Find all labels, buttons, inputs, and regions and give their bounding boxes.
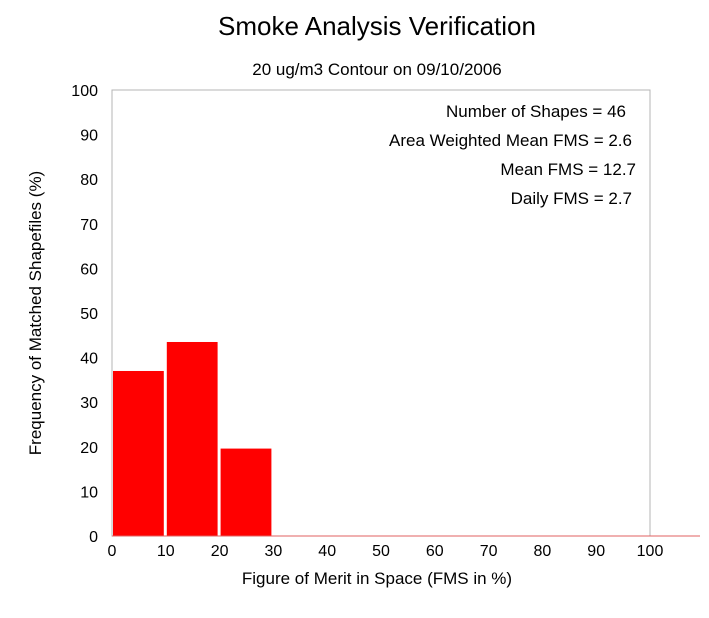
- x-tick-label: 90: [587, 543, 605, 560]
- x-tick-label: 70: [480, 543, 498, 560]
- y-tick-label: 100: [71, 83, 98, 100]
- y-tick-label: 50: [80, 306, 98, 323]
- bars-group: [113, 341, 272, 536]
- chart-subtitle: 20 ug/m3 Contour on 09/10/2006: [252, 60, 502, 79]
- annotation-mean-fms: Mean FMS = 12.7: [500, 160, 636, 179]
- y-axis-label: Frequency of Matched Shapefiles (%): [26, 171, 45, 455]
- stats-annotations: Number of Shapes = 46 Area Weighted Mean…: [389, 102, 636, 208]
- y-tick-label: 0: [89, 529, 98, 546]
- x-tick-label: 30: [265, 543, 283, 560]
- x-tick-label: 100: [637, 543, 664, 560]
- x-tick-label: 60: [426, 543, 444, 560]
- x-tick-label: 80: [534, 543, 552, 560]
- y-tick-labels: 0 10 20 30 40 50 60 70 80 90 100: [71, 83, 98, 546]
- y-tick-label: 80: [80, 172, 98, 189]
- x-tick-label: 50: [372, 543, 390, 560]
- y-tick-label: 90: [80, 128, 98, 145]
- y-tick-label: 10: [80, 484, 98, 501]
- chart-title: Smoke Analysis Verification: [218, 11, 536, 41]
- x-tick-label: 40: [318, 543, 336, 560]
- y-tick-label: 20: [80, 440, 98, 457]
- x-tick-labels: 0 10 20 30 40 50 60 70 80 90 100: [108, 543, 664, 560]
- bar-10-20: [166, 341, 218, 536]
- x-tick-label: 20: [211, 543, 229, 560]
- x-tick-label: 10: [157, 543, 175, 560]
- annotation-daily-fms: Daily FMS = 2.7: [511, 189, 632, 208]
- y-tick-label: 60: [80, 261, 98, 278]
- x-axis-label: Figure of Merit in Space (FMS in %): [242, 569, 512, 588]
- y-tick-label: 40: [80, 351, 98, 368]
- y-tick-label: 30: [80, 395, 98, 412]
- bar-0-10: [113, 370, 164, 536]
- annotation-area-weighted-mean-fms: Area Weighted Mean FMS = 2.6: [389, 131, 632, 150]
- annotation-number-of-shapes: Number of Shapes = 46: [446, 102, 626, 121]
- x-tick-label: 0: [108, 543, 117, 560]
- y-tick-label: 70: [80, 217, 98, 234]
- bar-20-30: [220, 448, 272, 536]
